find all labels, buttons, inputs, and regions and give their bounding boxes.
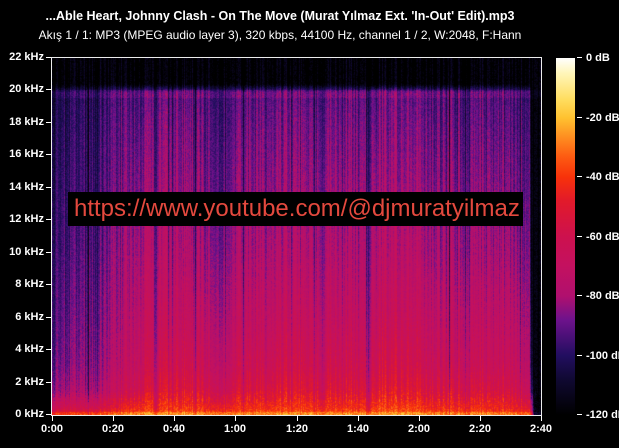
y-axis-tick-label: 22 kHz bbox=[9, 51, 44, 63]
y-axis-tick-label: 16 kHz bbox=[9, 148, 44, 160]
watermark-url: https://www.youtube.com/@djmuratyilmaz bbox=[74, 195, 520, 222]
y-axis-tick bbox=[46, 57, 51, 58]
spectrogram-plot bbox=[51, 57, 542, 416]
y-axis-tick bbox=[46, 284, 51, 285]
x-axis-tick-label: 2:20 bbox=[468, 423, 492, 435]
x-axis-tick-label: 2:00 bbox=[407, 423, 431, 435]
y-axis-tick-label: 4 kHz bbox=[15, 343, 44, 355]
colorbar-gradient bbox=[556, 58, 575, 415]
y-axis-tick bbox=[46, 349, 51, 350]
db-axis-tick bbox=[577, 236, 582, 237]
db-axis-tick-label: -60 dB bbox=[586, 231, 619, 243]
x-axis-tick bbox=[480, 416, 481, 421]
y-axis-tick-label: 0 kHz bbox=[15, 408, 44, 420]
y-axis-tick-label: 18 kHz bbox=[9, 116, 44, 128]
x-axis-tick-label: 1:40 bbox=[346, 423, 370, 435]
y-axis-tick-label: 12 kHz bbox=[9, 213, 44, 225]
db-axis-tick bbox=[577, 295, 582, 296]
db-axis-tick bbox=[577, 355, 582, 356]
file-title: ...Able Heart, Johnny Clash - On The Mov… bbox=[45, 9, 515, 23]
y-axis-tick bbox=[46, 122, 51, 123]
y-axis-tick bbox=[46, 382, 51, 383]
x-axis-tick-label: 1:20 bbox=[285, 423, 309, 435]
y-axis-tick-label: 6 kHz bbox=[15, 311, 44, 323]
x-axis-tick-label: 2:40 bbox=[529, 423, 553, 435]
y-axis-tick-label: 14 kHz bbox=[9, 181, 44, 193]
db-axis-tick bbox=[577, 414, 582, 415]
y-axis-tick-label: 10 kHz bbox=[9, 246, 44, 258]
db-axis-tick-label: 0 dB bbox=[586, 52, 610, 64]
x-axis-tick-label: 1:00 bbox=[223, 423, 247, 435]
x-axis-tick bbox=[113, 416, 114, 421]
y-axis-tick bbox=[46, 89, 51, 90]
stream-info: Akış 1 / 1: MP3 (MPEG audio layer 3), 32… bbox=[38, 28, 522, 42]
db-axis-tick-label: -100 dB bbox=[586, 350, 619, 362]
watermark-banner: https://www.youtube.com/@djmuratyilmaz bbox=[68, 192, 523, 226]
x-axis-tick bbox=[52, 416, 53, 421]
x-axis-tick-label: 0:00 bbox=[40, 423, 64, 435]
db-axis-tick-label: -40 dB bbox=[586, 171, 619, 183]
y-axis-tick-label: 20 kHz bbox=[9, 83, 44, 95]
spectrogram-heatmap bbox=[52, 58, 541, 415]
x-axis-tick-label: 0:20 bbox=[101, 423, 125, 435]
db-axis-tick-label: -20 dB bbox=[586, 112, 619, 124]
y-axis-tick bbox=[46, 187, 51, 188]
db-axis-tick bbox=[577, 57, 582, 58]
x-axis-tick bbox=[541, 416, 542, 421]
x-axis-tick bbox=[174, 416, 175, 421]
x-axis-tick bbox=[419, 416, 420, 421]
y-axis-tick bbox=[46, 154, 51, 155]
db-axis-tick-label: -80 dB bbox=[586, 290, 619, 302]
y-axis-tick bbox=[46, 219, 51, 220]
x-axis-tick bbox=[358, 416, 359, 421]
y-axis-tick bbox=[46, 414, 51, 415]
x-axis-tick bbox=[235, 416, 236, 421]
db-axis-tick bbox=[577, 117, 582, 118]
y-axis-tick bbox=[46, 252, 51, 253]
db-axis-tick-label: -120 dB bbox=[586, 409, 619, 421]
x-axis-tick-label: 0:40 bbox=[162, 423, 186, 435]
x-axis-tick bbox=[297, 416, 298, 421]
y-axis-tick bbox=[46, 317, 51, 318]
y-axis-tick-label: 8 kHz bbox=[15, 278, 44, 290]
y-axis-tick-label: 2 kHz bbox=[15, 376, 44, 388]
db-axis-tick bbox=[577, 176, 582, 177]
